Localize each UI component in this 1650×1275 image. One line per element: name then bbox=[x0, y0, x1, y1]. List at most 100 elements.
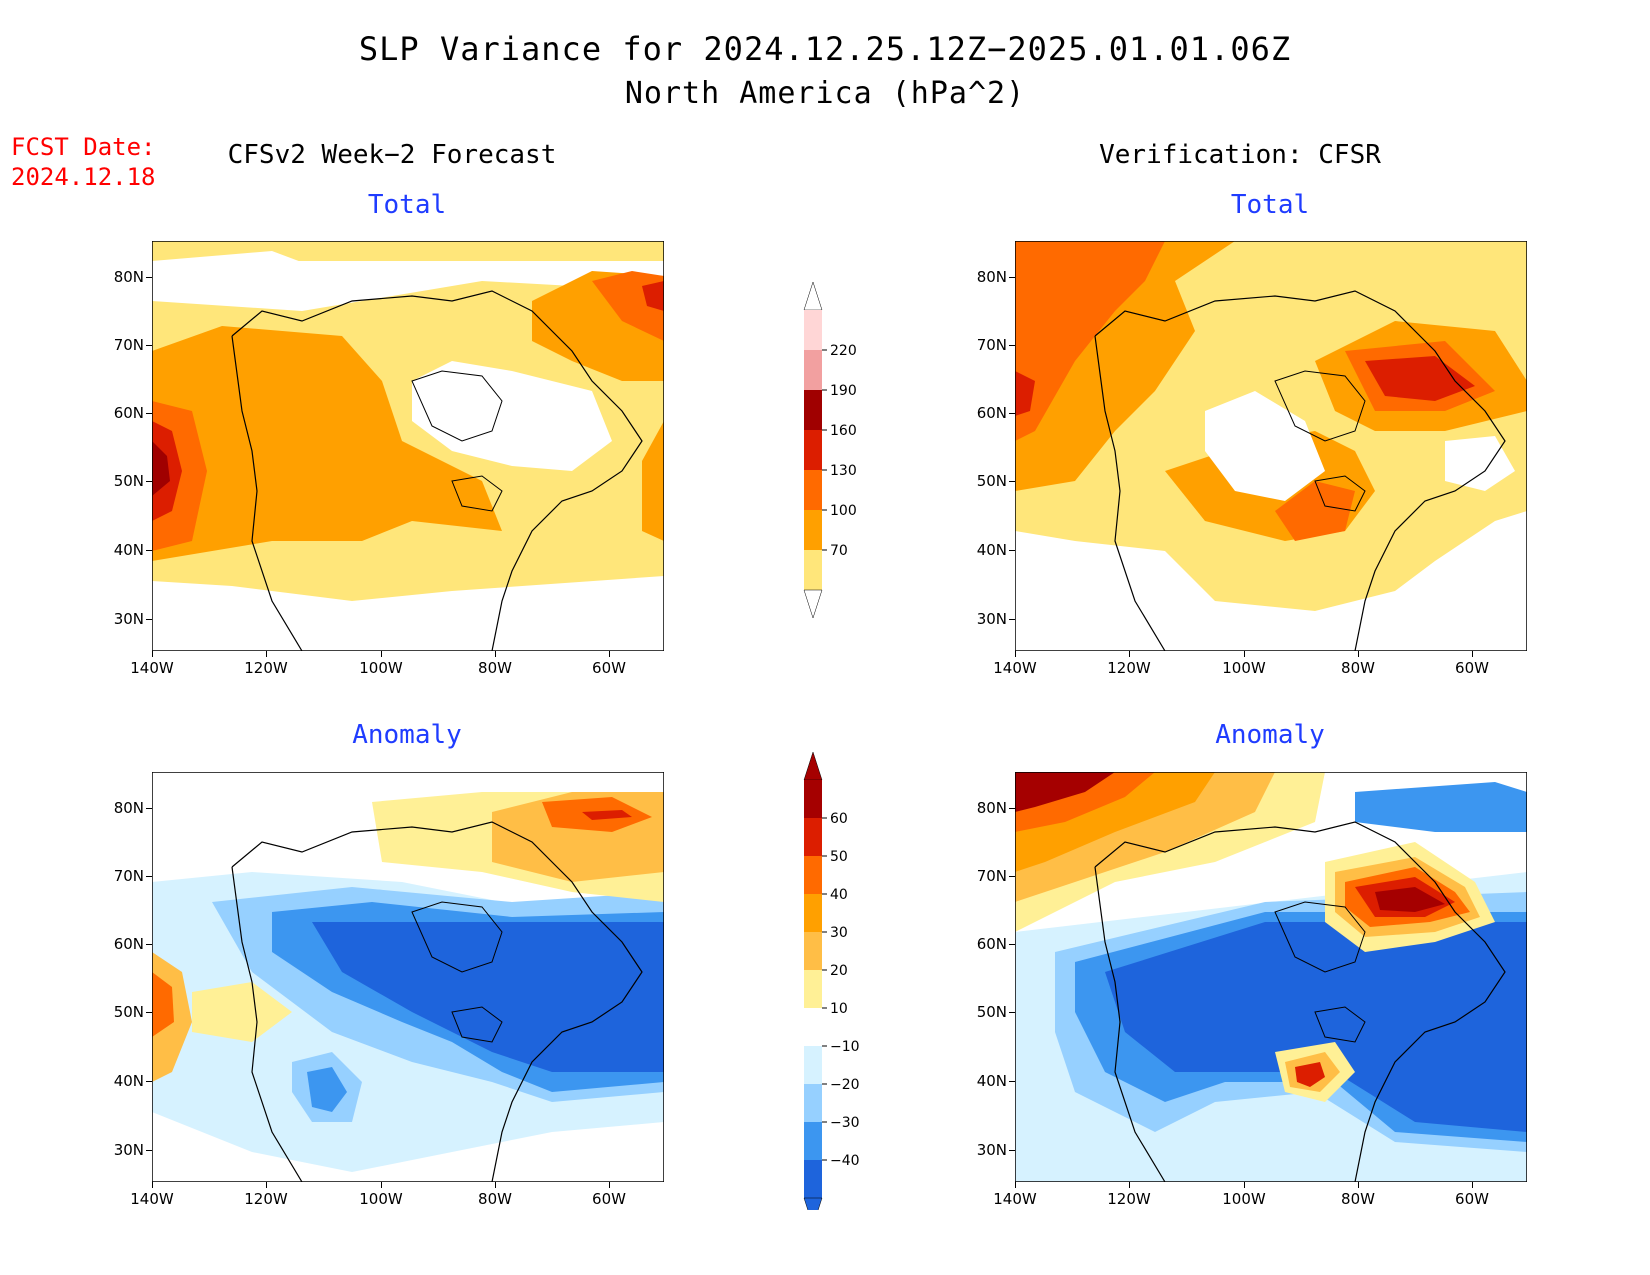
lon-tick-label: 140W bbox=[993, 659, 1037, 677]
colorbar-level-label: 50 bbox=[830, 849, 848, 865]
forecast-total-label: Total bbox=[367, 190, 447, 220]
contour-70-100 bbox=[152, 326, 502, 561]
contour-50-60 bbox=[1295, 1062, 1325, 1087]
lat-tick-mark bbox=[146, 1012, 152, 1013]
coastline bbox=[1094, 821, 1506, 1182]
total-colorbar: 220 190 160 130 100 70 bbox=[803, 281, 857, 619]
fcst-date-label: FCST Date: bbox=[11, 133, 156, 161]
colorbar-segment bbox=[804, 350, 822, 390]
lat-tick-mark bbox=[146, 1081, 152, 1082]
lon-tick-label: 140W bbox=[130, 1190, 174, 1208]
great-lakes-outline bbox=[451, 475, 503, 512]
right-column-header: Verification: CFSR bbox=[1099, 140, 1381, 170]
lon-tick-label: 120W bbox=[1107, 1190, 1151, 1208]
great-lakes-outline bbox=[1314, 1006, 1366, 1043]
colorbar-level-label: 30 bbox=[830, 925, 848, 941]
lat-tick-label: 80N bbox=[113, 799, 144, 817]
forecast-anomaly-map bbox=[152, 772, 664, 1182]
lat-tick-mark bbox=[1009, 876, 1015, 877]
colorbar-segment bbox=[804, 550, 822, 590]
lon-tick-label: 60W bbox=[592, 1190, 626, 1208]
lat-tick-mark bbox=[146, 550, 152, 551]
colorbar-level-label: −30 bbox=[830, 1115, 860, 1131]
colorbar-segment bbox=[804, 390, 822, 430]
lon-tick-label: 100W bbox=[1222, 659, 1266, 677]
hudson-bay-outline bbox=[411, 370, 503, 442]
lat-tick-label: 50N bbox=[976, 1003, 1007, 1021]
lat-tick-label: 30N bbox=[113, 1141, 144, 1159]
colorbar-segment bbox=[804, 894, 822, 932]
lat-tick-label: 80N bbox=[113, 268, 144, 286]
colorbar-segment bbox=[804, 1046, 822, 1084]
lat-tick-label: 70N bbox=[976, 336, 1007, 354]
hudson-bay-outline bbox=[1274, 901, 1366, 973]
colorbar-level-label: 190 bbox=[830, 383, 857, 399]
lat-tick-label: 50N bbox=[113, 472, 144, 490]
lat-tick-label: 60N bbox=[113, 935, 144, 953]
colorbar-segment bbox=[804, 1122, 822, 1160]
lat-tick-label: 30N bbox=[976, 1141, 1007, 1159]
lat-tick-label: 30N bbox=[113, 610, 144, 628]
lat-tick-mark bbox=[1009, 277, 1015, 278]
colorbar-segment bbox=[804, 310, 822, 350]
lon-tick-mark bbox=[152, 651, 153, 657]
lon-tick-label: 100W bbox=[359, 1190, 403, 1208]
lon-tick-mark bbox=[1015, 1182, 1016, 1188]
lon-tick-mark bbox=[152, 1182, 153, 1188]
lat-tick-mark bbox=[1009, 1081, 1015, 1082]
forecast-anomaly-label: Anomaly bbox=[352, 720, 462, 750]
lat-tick-label: 40N bbox=[113, 541, 144, 559]
colorbar-lower-extension bbox=[803, 589, 823, 619]
colorbar-level-label: 60 bbox=[830, 811, 848, 827]
lon-tick-mark bbox=[266, 1182, 267, 1188]
lat-tick-label: 30N bbox=[976, 610, 1007, 628]
lat-tick-mark bbox=[146, 876, 152, 877]
lon-tick-mark bbox=[1015, 651, 1016, 657]
low-variance-region bbox=[1445, 436, 1515, 491]
lat-tick-mark bbox=[1009, 413, 1015, 414]
colorbar-level-label: −20 bbox=[830, 1077, 860, 1093]
lat-tick-label: 40N bbox=[113, 1072, 144, 1090]
lon-tick-label: 80W bbox=[478, 1190, 512, 1208]
colorbar-segment bbox=[804, 1084, 822, 1122]
lon-tick-mark bbox=[381, 1182, 382, 1188]
lat-tick-label: 50N bbox=[113, 1003, 144, 1021]
lat-tick-mark bbox=[1009, 481, 1015, 482]
lon-tick-mark bbox=[609, 651, 610, 657]
lat-tick-mark bbox=[146, 413, 152, 414]
lat-tick-label: 70N bbox=[113, 336, 144, 354]
lon-tick-label: 140W bbox=[130, 659, 174, 677]
coastline bbox=[1094, 866, 1166, 1182]
lat-tick-label: 60N bbox=[976, 935, 1007, 953]
contour-130-160 bbox=[1365, 356, 1475, 401]
lat-tick-mark bbox=[146, 944, 152, 945]
colorbar-level-label: 10 bbox=[830, 1001, 848, 1017]
colorbar-segment bbox=[804, 510, 822, 550]
great-lakes-outline bbox=[451, 1006, 503, 1043]
lon-tick-mark bbox=[1129, 651, 1130, 657]
colorbar-level-label: −40 bbox=[830, 1153, 860, 1169]
contour-below-neg40 bbox=[312, 922, 664, 1072]
lat-tick-label: 60N bbox=[976, 404, 1007, 422]
colorbar-level-label: 20 bbox=[830, 963, 848, 979]
lat-tick-mark bbox=[1009, 808, 1015, 809]
lon-tick-label: 100W bbox=[359, 659, 403, 677]
colorbar-segment bbox=[804, 780, 822, 818]
coastline bbox=[231, 290, 643, 651]
lon-tick-label: 60W bbox=[592, 659, 626, 677]
lat-tick-mark bbox=[146, 345, 152, 346]
colorbar-segment bbox=[804, 1160, 822, 1198]
fcst-date-value: 2024.12.18 bbox=[11, 163, 156, 191]
lat-tick-label: 70N bbox=[976, 867, 1007, 885]
lon-tick-mark bbox=[381, 651, 382, 657]
lon-tick-label: 120W bbox=[244, 659, 288, 677]
great-lakes-outline bbox=[1314, 475, 1366, 512]
lat-tick-label: 40N bbox=[976, 541, 1007, 559]
contour-above-60 bbox=[1375, 887, 1445, 912]
verification-total-map bbox=[1015, 241, 1527, 651]
contour-100-130 bbox=[1015, 241, 1165, 441]
lon-tick-mark bbox=[495, 1182, 496, 1188]
contour-above-60 bbox=[1015, 772, 1115, 812]
contour-130-160 bbox=[1015, 371, 1035, 416]
contour-50-60 bbox=[582, 810, 632, 820]
